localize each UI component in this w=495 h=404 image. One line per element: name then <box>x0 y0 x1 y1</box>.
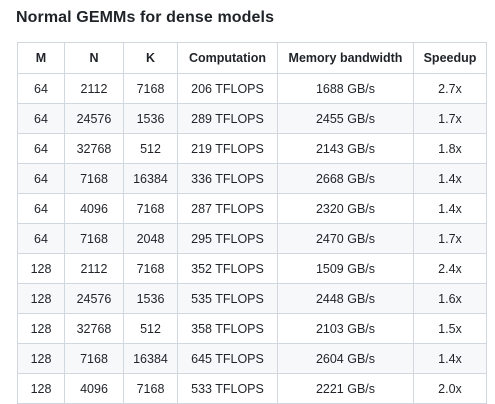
cell-speedup: 1.4x <box>413 343 487 374</box>
cell-n: 32768 <box>64 133 124 164</box>
cell-computation: 206 TFLOPS <box>177 73 278 104</box>
cell-computation: 533 TFLOPS <box>177 373 278 404</box>
gemm-table-container: M N K Computation Memory bandwidth Speed… <box>17 42 487 404</box>
cell-k: 512 <box>123 133 178 164</box>
cell-speedup: 2.4x <box>413 253 487 284</box>
cell-k: 1536 <box>123 283 178 314</box>
table-row: 128 7168 16384 645 TFLOPS 2604 GB/s 1.4x <box>17 343 487 374</box>
table-row: 128 2112 7168 352 TFLOPS 1509 GB/s 2.4x <box>17 253 487 284</box>
table-row: 64 7168 16384 336 TFLOPS 2668 GB/s 1.4x <box>17 163 487 194</box>
cell-n: 7168 <box>64 223 124 254</box>
cell-k: 2048 <box>123 223 178 254</box>
column-header-memory-bandwidth: Memory bandwidth <box>277 42 414 74</box>
cell-memory-bandwidth: 2604 GB/s <box>277 343 414 374</box>
cell-k: 7168 <box>123 373 178 404</box>
table-row: 64 32768 512 219 TFLOPS 2143 GB/s 1.8x <box>17 133 487 164</box>
cell-speedup: 1.5x <box>413 313 487 344</box>
column-header-m: M <box>17 42 65 74</box>
table-body: 64 2112 7168 206 TFLOPS 1688 GB/s 2.7x 64 24576… <box>17 73 487 404</box>
cell-computation: 358 TFLOPS <box>177 313 278 344</box>
table-row: 64 7168 2048 295 TFLOPS 2470 GB/s 1.7x <box>17 223 487 254</box>
cell-m: 64 <box>17 73 65 104</box>
cell-memory-bandwidth: 2221 GB/s <box>277 373 414 404</box>
header-row: M N K Computation Memory bandwidth Speed… <box>17 42 487 74</box>
cell-m: 128 <box>17 343 65 374</box>
cell-computation: 287 TFLOPS <box>177 193 278 224</box>
cell-memory-bandwidth: 2455 GB/s <box>277 103 414 134</box>
cell-n: 24576 <box>64 283 124 314</box>
cell-memory-bandwidth: 2668 GB/s <box>277 163 414 194</box>
cell-speedup: 1.4x <box>413 193 487 224</box>
cell-m: 128 <box>17 373 65 404</box>
cell-k: 7168 <box>123 253 178 284</box>
cell-n: 4096 <box>64 193 124 224</box>
cell-computation: 352 TFLOPS <box>177 253 278 284</box>
cell-computation: 336 TFLOPS <box>177 163 278 194</box>
cell-speedup: 2.7x <box>413 73 487 104</box>
cell-memory-bandwidth: 2448 GB/s <box>277 283 414 314</box>
cell-n: 7168 <box>64 343 124 374</box>
cell-speedup: 1.7x <box>413 103 487 134</box>
cell-n: 2112 <box>64 73 124 104</box>
cell-n: 2112 <box>64 253 124 284</box>
cell-m: 64 <box>17 223 65 254</box>
table-header: M N K Computation Memory bandwidth Speed… <box>17 42 487 74</box>
cell-speedup: 1.4x <box>413 163 487 194</box>
gemm-table: M N K Computation Memory bandwidth Speed… <box>17 42 487 404</box>
cell-memory-bandwidth: 2470 GB/s <box>277 223 414 254</box>
cell-n: 32768 <box>64 313 124 344</box>
cell-memory-bandwidth: 2103 GB/s <box>277 313 414 344</box>
cell-computation: 289 TFLOPS <box>177 103 278 134</box>
cell-memory-bandwidth: 2143 GB/s <box>277 133 414 164</box>
column-header-k: K <box>123 42 178 74</box>
table-row: 128 4096 7168 533 TFLOPS 2221 GB/s 2.0x <box>17 373 487 404</box>
cell-k: 7168 <box>123 193 178 224</box>
cell-m: 64 <box>17 193 65 224</box>
cell-computation: 219 TFLOPS <box>177 133 278 164</box>
table-row: 64 2112 7168 206 TFLOPS 1688 GB/s 2.7x <box>17 73 487 104</box>
cell-speedup: 1.6x <box>413 283 487 314</box>
cell-speedup: 1.7x <box>413 223 487 254</box>
cell-n: 4096 <box>64 373 124 404</box>
cell-k: 1536 <box>123 103 178 134</box>
table-row: 64 4096 7168 287 TFLOPS 2320 GB/s 1.4x <box>17 193 487 224</box>
cell-m: 128 <box>17 253 65 284</box>
table-row: 128 24576 1536 535 TFLOPS 2448 GB/s 1.6x <box>17 283 487 314</box>
cell-computation: 645 TFLOPS <box>177 343 278 374</box>
cell-m: 128 <box>17 313 65 344</box>
cell-computation: 295 TFLOPS <box>177 223 278 254</box>
column-header-speedup: Speedup <box>413 42 487 74</box>
table-row: 128 32768 512 358 TFLOPS 2103 GB/s 1.5x <box>17 313 487 344</box>
cell-memory-bandwidth: 1509 GB/s <box>277 253 414 284</box>
column-header-computation: Computation <box>177 42 278 74</box>
cell-k: 7168 <box>123 73 178 104</box>
column-header-n: N <box>64 42 124 74</box>
cell-memory-bandwidth: 2320 GB/s <box>277 193 414 224</box>
cell-n: 24576 <box>64 103 124 134</box>
cell-speedup: 2.0x <box>413 373 487 404</box>
cell-k: 16384 <box>123 343 178 374</box>
cell-m: 64 <box>17 163 65 194</box>
table-row: 64 24576 1536 289 TFLOPS 2455 GB/s 1.7x <box>17 103 487 134</box>
cell-m: 64 <box>17 103 65 134</box>
cell-memory-bandwidth: 1688 GB/s <box>277 73 414 104</box>
cell-m: 128 <box>17 283 65 314</box>
section-heading: Normal GEMMs for dense models <box>16 9 275 26</box>
cell-m: 64 <box>17 133 65 164</box>
cell-speedup: 1.8x <box>413 133 487 164</box>
cell-k: 16384 <box>123 163 178 194</box>
cell-n: 7168 <box>64 163 124 194</box>
cell-computation: 535 TFLOPS <box>177 283 278 314</box>
cell-k: 512 <box>123 313 178 344</box>
